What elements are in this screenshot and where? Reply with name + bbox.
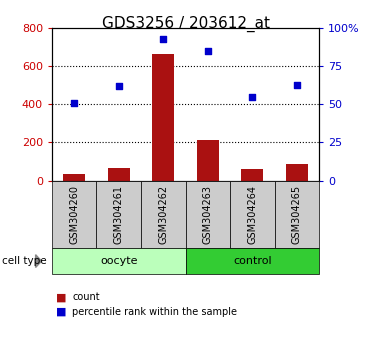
Text: GSM304262: GSM304262 <box>158 184 168 244</box>
Text: GDS3256 / 203612_at: GDS3256 / 203612_at <box>102 16 269 32</box>
Polygon shape <box>36 255 42 268</box>
Bar <box>197 139 219 181</box>
Text: GSM304261: GSM304261 <box>114 185 124 244</box>
Bar <box>286 164 308 181</box>
Point <box>116 83 122 89</box>
Point <box>205 48 211 54</box>
Bar <box>241 169 263 181</box>
Text: control: control <box>233 256 272 266</box>
Text: GSM304265: GSM304265 <box>292 184 302 244</box>
Bar <box>108 168 130 181</box>
Point <box>160 36 166 42</box>
Text: oocyte: oocyte <box>100 256 138 266</box>
Bar <box>63 174 85 181</box>
Text: GSM304264: GSM304264 <box>247 185 257 244</box>
Text: count: count <box>72 292 100 302</box>
Point <box>294 82 300 87</box>
Text: ■: ■ <box>56 292 66 302</box>
Bar <box>152 54 174 181</box>
Text: cell type: cell type <box>2 256 46 266</box>
Text: percentile rank within the sample: percentile rank within the sample <box>72 307 237 316</box>
Text: GSM304263: GSM304263 <box>203 185 213 244</box>
Point <box>249 94 255 100</box>
Point <box>71 100 77 106</box>
Text: ■: ■ <box>56 307 66 316</box>
Text: GSM304260: GSM304260 <box>69 185 79 244</box>
